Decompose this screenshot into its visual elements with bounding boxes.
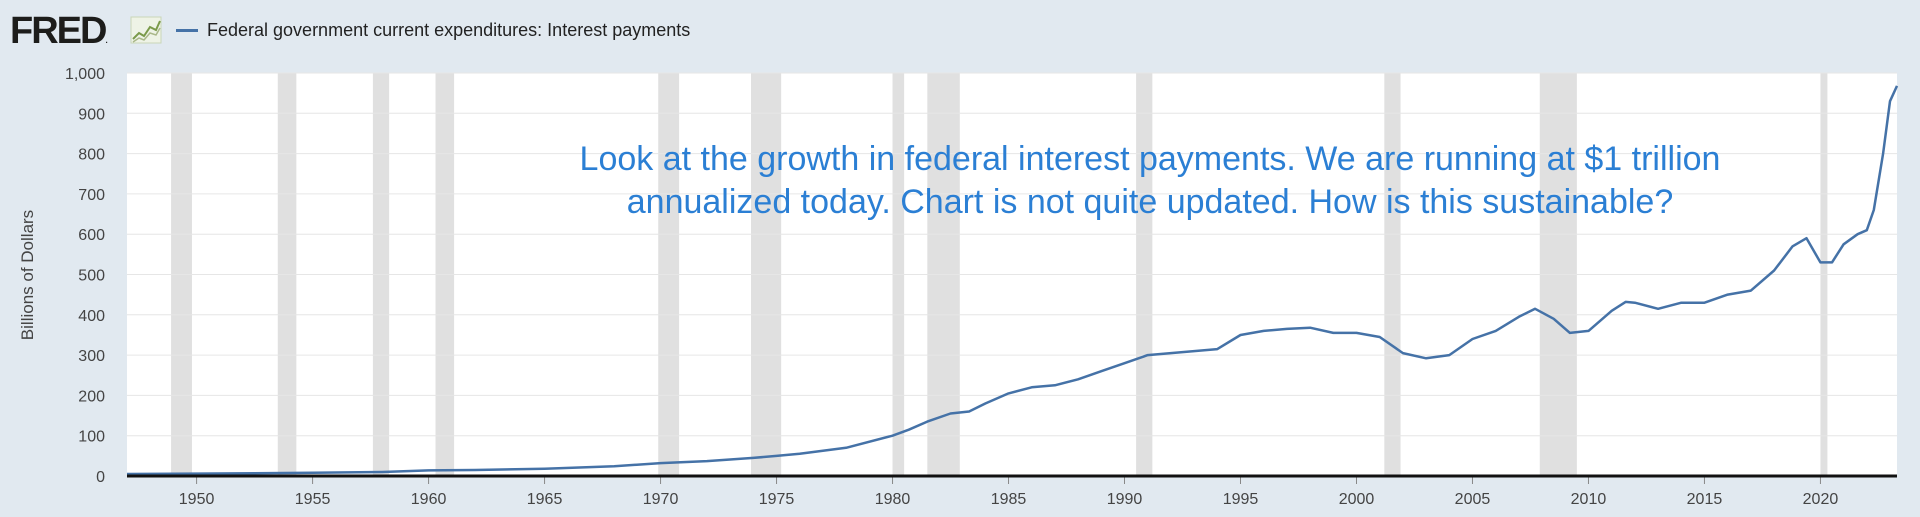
y-tick-label: 0: [96, 469, 105, 486]
x-tick-label: 2005: [1455, 491, 1491, 508]
x-tick-label: 1965: [527, 491, 563, 508]
y-tick-label: 900: [78, 106, 105, 123]
annotation-text: Look at the growth in federal interest p…: [579, 140, 1721, 221]
legend-label: Federal government current expenditures:…: [207, 19, 691, 40]
series-line[interactable]: [126, 85, 1899, 476]
line-graph-icon: [130, 16, 162, 44]
x-tick-label: 1970: [643, 491, 679, 508]
x-tick-label: 1975: [759, 491, 795, 508]
x-tick-label: 2000: [1339, 491, 1375, 508]
y-tick-label: 100: [78, 429, 105, 446]
x-tick-label: 1980: [875, 491, 911, 508]
fred-logo-text: FRED: [10, 10, 107, 52]
x-axis-ticks: 1950 1955 1960 1965 1970 1975 1980 1985 1990 1995…: [179, 476, 1839, 508]
x-tick-label: 1950: [179, 491, 215, 508]
y-tick-label: 600: [78, 227, 105, 244]
y-tick-label: 800: [78, 147, 105, 164]
y-tick-label: 500: [78, 268, 105, 285]
x-tick-label: 1955: [295, 491, 331, 508]
series-layer: [126, 85, 1899, 476]
gridlines: [127, 72, 1897, 437]
x-tick-label: 2010: [1571, 491, 1607, 508]
y-tick-label: 700: [78, 187, 105, 204]
y-tick-label: 200: [78, 388, 105, 405]
y-tick-label: 400: [78, 308, 105, 325]
x-tick-label: 1985: [991, 491, 1027, 508]
fred-logo[interactable]: FRED.: [10, 10, 108, 52]
chart-header: FRED. Federal government current expendi…: [0, 0, 1920, 62]
chart-legend[interactable]: Federal government current expenditures:…: [176, 19, 690, 41]
y-tick-label: 300: [78, 348, 105, 365]
x-tick-label: 2020: [1803, 491, 1839, 508]
y-axis-ticks: 0 100 200 300 400 500 600 700 800 900 1,000: [65, 66, 105, 486]
x-tick-label: 1995: [1223, 491, 1259, 508]
y-tick-label: 1,000: [65, 66, 105, 83]
x-tick-label: 2015: [1687, 491, 1723, 508]
x-tick-label: 1960: [411, 491, 447, 508]
x-tick-label: 1990: [1107, 491, 1143, 508]
legend-swatch: [176, 28, 198, 32]
